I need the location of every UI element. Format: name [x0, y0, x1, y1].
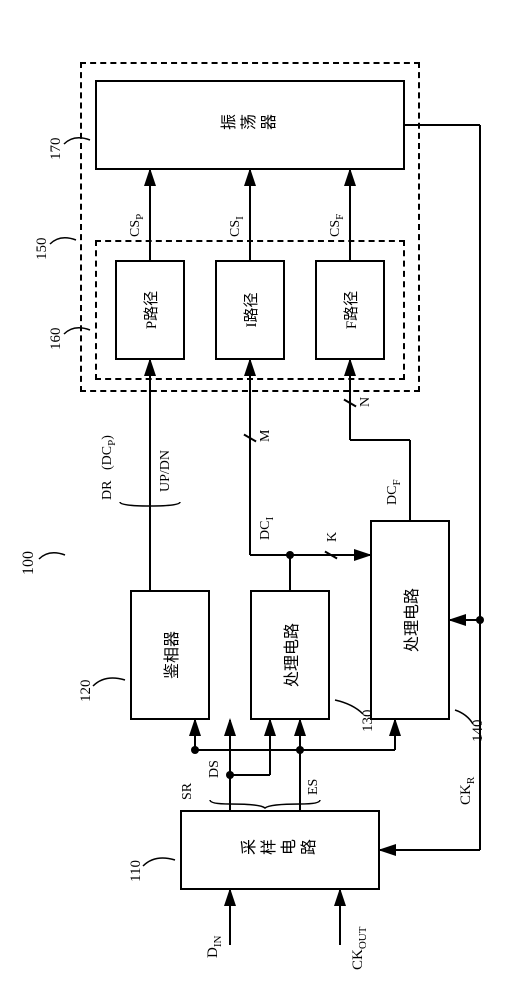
label-csp: CSP	[128, 214, 146, 237]
ref-130: 130	[360, 710, 377, 733]
ref-140: 140	[470, 720, 487, 743]
label-dcp: (DCP)	[100, 435, 118, 470]
label-ckr: CKR	[458, 777, 477, 805]
wires-svg	[0, 0, 531, 1000]
node-es2	[191, 746, 199, 754]
label-figure-ref: 100	[20, 551, 38, 575]
label-d-in: DIN	[205, 936, 224, 958]
node-ds	[226, 771, 234, 779]
label-ds: DS	[207, 760, 223, 778]
ref-170: 170	[48, 138, 65, 161]
ref-110: 110	[128, 860, 145, 882]
ref-160: 160	[48, 328, 65, 351]
label-csi: CSI	[228, 216, 246, 237]
label-dci: DCI	[258, 517, 276, 540]
label-updn: UP/DN	[158, 450, 174, 492]
label-n: N	[358, 397, 374, 407]
label-dr: DR	[100, 481, 116, 500]
node-es1	[296, 746, 304, 754]
label-csf: CSF	[328, 214, 346, 237]
ref-150: 150	[34, 238, 51, 261]
diagram-canvas: 采样电路 鉴相器 处理电路 处理电路 P路径 I路径 F路径 振荡器	[0, 469, 531, 1000]
label-ck-out: CKOUT	[350, 927, 369, 970]
label-m: M	[258, 430, 274, 442]
label-k: K	[325, 532, 341, 542]
label-sr: SR	[180, 783, 196, 800]
label-es: ES	[306, 779, 322, 795]
ref-120: 120	[78, 680, 95, 703]
node-ckr	[476, 616, 484, 624]
node-dci	[286, 551, 294, 559]
label-dcf: DCF	[385, 479, 403, 505]
